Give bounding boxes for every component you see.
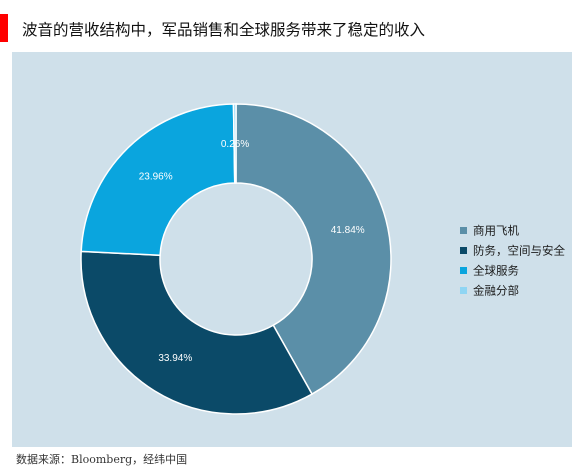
slice-value-label-2: 33.94%	[158, 353, 192, 364]
donut-chart: 41.84% 33.94% 23.96% 0.26%	[80, 103, 392, 415]
chart-title: 波音的营收结构中，军品销售和全球服务带来了稳定的收入	[22, 21, 426, 39]
donut-slice-2	[80, 250, 314, 415]
legend-item-1: 商用飞机	[460, 220, 572, 240]
legend-label: 防务，空间与安全	[473, 243, 565, 258]
donut-slice-3	[80, 103, 236, 257]
legend-swatch	[460, 267, 467, 274]
legend-label: 全球服务	[473, 263, 519, 278]
donut-slice-1	[235, 103, 392, 396]
slice-value-label-3: 23.96%	[139, 172, 173, 183]
legend: 商用飞机防务，空间与安全 全球服务金融分部	[460, 220, 572, 300]
source-note: 数据来源：Bloomberg，经纬中国	[16, 453, 188, 466]
legend-label: 商用飞机	[473, 223, 519, 238]
title-bar: 波音的营收结构中，军品销售和全球服务带来了稳定的收入	[0, 14, 574, 42]
title-accent-bar	[0, 14, 8, 42]
legend-label: 金融分部	[473, 283, 519, 298]
slice-value-label-1: 41.84%	[331, 225, 365, 236]
legend-item-4: 金融分部	[460, 280, 572, 300]
legend-swatch	[460, 227, 467, 234]
plot-area: 41.84% 33.94% 23.96% 0.26% 商用飞机防务，空间与安全 全球服务…	[12, 52, 572, 447]
legend-item-2: 防务，空间与安全	[460, 240, 572, 260]
slice-value-label-4: 0.26%	[221, 139, 249, 150]
legend-swatch	[460, 247, 467, 254]
legend-item-3: 全球服务	[460, 260, 572, 280]
legend-swatch	[460, 287, 467, 294]
donut-slice-4	[232, 103, 237, 184]
